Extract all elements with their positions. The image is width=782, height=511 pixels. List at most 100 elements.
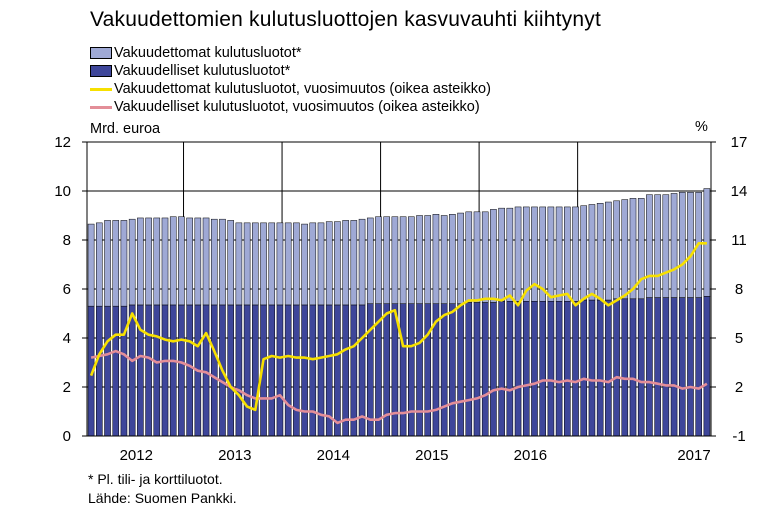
bar-unsecured bbox=[662, 194, 670, 298]
bar-unsecured bbox=[637, 198, 645, 300]
bar-unsecured bbox=[432, 214, 440, 304]
legend-swatch-unsecured-bar bbox=[90, 47, 112, 59]
bar-secured bbox=[284, 304, 292, 437]
bar-unsecured bbox=[153, 217, 161, 306]
left-axis-unit: Mrd. euroa bbox=[90, 121, 161, 137]
bar-secured bbox=[243, 304, 251, 437]
legend-item-unsecured-line: Vakuudettomat kulutusluotot, vuosimuutos… bbox=[90, 80, 491, 98]
bar-secured bbox=[202, 304, 210, 437]
legend-label: Vakuudelliset kulutusluotot, vuosimuutos… bbox=[114, 99, 480, 115]
bar-secured bbox=[531, 301, 538, 437]
bar-secured bbox=[547, 301, 555, 437]
bar-unsecured bbox=[120, 220, 128, 307]
bar-unsecured bbox=[531, 206, 538, 302]
bar-unsecured bbox=[514, 206, 522, 302]
bar-secured bbox=[293, 304, 300, 437]
legend-swatch-secured-line bbox=[90, 105, 112, 109]
bar-unsecured bbox=[457, 212, 464, 304]
bar-unsecured bbox=[687, 191, 694, 298]
bar-unsecured bbox=[210, 218, 218, 306]
bar-secured bbox=[252, 304, 259, 437]
right-tick-label: 14 bbox=[731, 183, 748, 200]
bar-unsecured bbox=[243, 222, 251, 306]
bar-unsecured bbox=[440, 215, 448, 304]
bar-unsecured bbox=[605, 201, 612, 301]
bar-unsecured bbox=[342, 220, 349, 306]
bar-unsecured bbox=[539, 206, 546, 302]
right-tick-label: 8 bbox=[735, 281, 743, 298]
bar-secured bbox=[268, 304, 276, 437]
bar-unsecured bbox=[613, 200, 620, 300]
bar-secured bbox=[596, 299, 604, 437]
bar-secured bbox=[350, 304, 358, 437]
x-tick-label: 2012 bbox=[120, 447, 153, 464]
bar-secured bbox=[227, 304, 234, 437]
bar-secured bbox=[555, 301, 563, 437]
bar-secured bbox=[621, 298, 629, 437]
bar-secured bbox=[522, 301, 530, 437]
legend-swatch-secured-bar bbox=[90, 65, 112, 77]
bar-unsecured bbox=[309, 222, 317, 306]
bar-secured bbox=[457, 303, 464, 437]
bar-unsecured bbox=[366, 217, 374, 304]
left-tick-label: 8 bbox=[63, 232, 71, 249]
source-note: Lähde: Suomen Pankki. bbox=[88, 490, 237, 506]
bar-secured bbox=[399, 303, 407, 437]
bar-unsecured bbox=[646, 194, 653, 298]
left-tick-label: 4 bbox=[63, 330, 71, 347]
x-tick-label: 2013 bbox=[218, 447, 251, 464]
left-tick-label: 0 bbox=[63, 428, 71, 445]
bar-secured bbox=[342, 304, 349, 437]
legend-label: Vakuudettomat kulutusluotot, vuosimuutos… bbox=[114, 81, 491, 97]
bar-unsecured bbox=[268, 222, 276, 306]
legend-item-unsecured-bar: Vakuudettomat kulutusluotot* bbox=[90, 44, 491, 62]
footnote: * Pl. tili- ja korttiluotot. bbox=[88, 471, 223, 487]
bar-unsecured bbox=[325, 221, 333, 306]
bar-unsecured bbox=[473, 211, 481, 303]
right-tick-label: 17 bbox=[731, 134, 748, 151]
bar-unsecured bbox=[194, 217, 202, 306]
bar-secured bbox=[169, 304, 177, 437]
bar-secured bbox=[276, 304, 284, 437]
bar-secured bbox=[104, 305, 111, 437]
bar-secured bbox=[572, 301, 579, 437]
bar-secured bbox=[235, 304, 243, 437]
bar-secured bbox=[334, 304, 341, 437]
bar-secured bbox=[473, 302, 481, 437]
bar-unsecured bbox=[678, 191, 686, 298]
bar-unsecured bbox=[104, 220, 111, 307]
bar-secured bbox=[687, 297, 694, 437]
right-tick-label: 11 bbox=[731, 232, 747, 249]
bar-unsecured bbox=[276, 222, 284, 306]
right-tick-label: 2 bbox=[735, 379, 743, 396]
line-unsecured-growth bbox=[89, 242, 707, 412]
bar-unsecured bbox=[424, 215, 432, 304]
left-tick-label: 10 bbox=[54, 183, 71, 200]
bar-unsecured bbox=[490, 209, 497, 303]
bar-secured bbox=[481, 302, 489, 437]
bar-unsecured bbox=[186, 217, 193, 306]
bar-unsecured bbox=[358, 218, 366, 306]
bar-unsecured bbox=[293, 222, 300, 306]
bar-secured bbox=[112, 305, 120, 437]
bar-unsecured bbox=[260, 222, 267, 306]
right-axis-unit: % bbox=[695, 119, 708, 135]
bar-secured bbox=[490, 302, 497, 437]
bar-secured bbox=[662, 297, 670, 437]
bar-unsecured bbox=[219, 218, 226, 306]
bar-unsecured bbox=[252, 222, 259, 306]
bar-secured bbox=[161, 304, 169, 437]
bar-unsecured bbox=[383, 216, 390, 304]
bar-secured bbox=[153, 304, 161, 437]
bar-secured bbox=[440, 303, 448, 437]
bar-unsecured bbox=[202, 217, 210, 306]
bar-secured bbox=[408, 303, 415, 437]
bar-unsecured bbox=[465, 211, 473, 303]
left-tick-label: 2 bbox=[63, 379, 71, 396]
bar-secured bbox=[465, 302, 473, 437]
bar-secured bbox=[637, 298, 645, 437]
bar-unsecured bbox=[572, 206, 579, 302]
bar-secured bbox=[506, 301, 514, 437]
bar-unsecured bbox=[580, 205, 588, 301]
